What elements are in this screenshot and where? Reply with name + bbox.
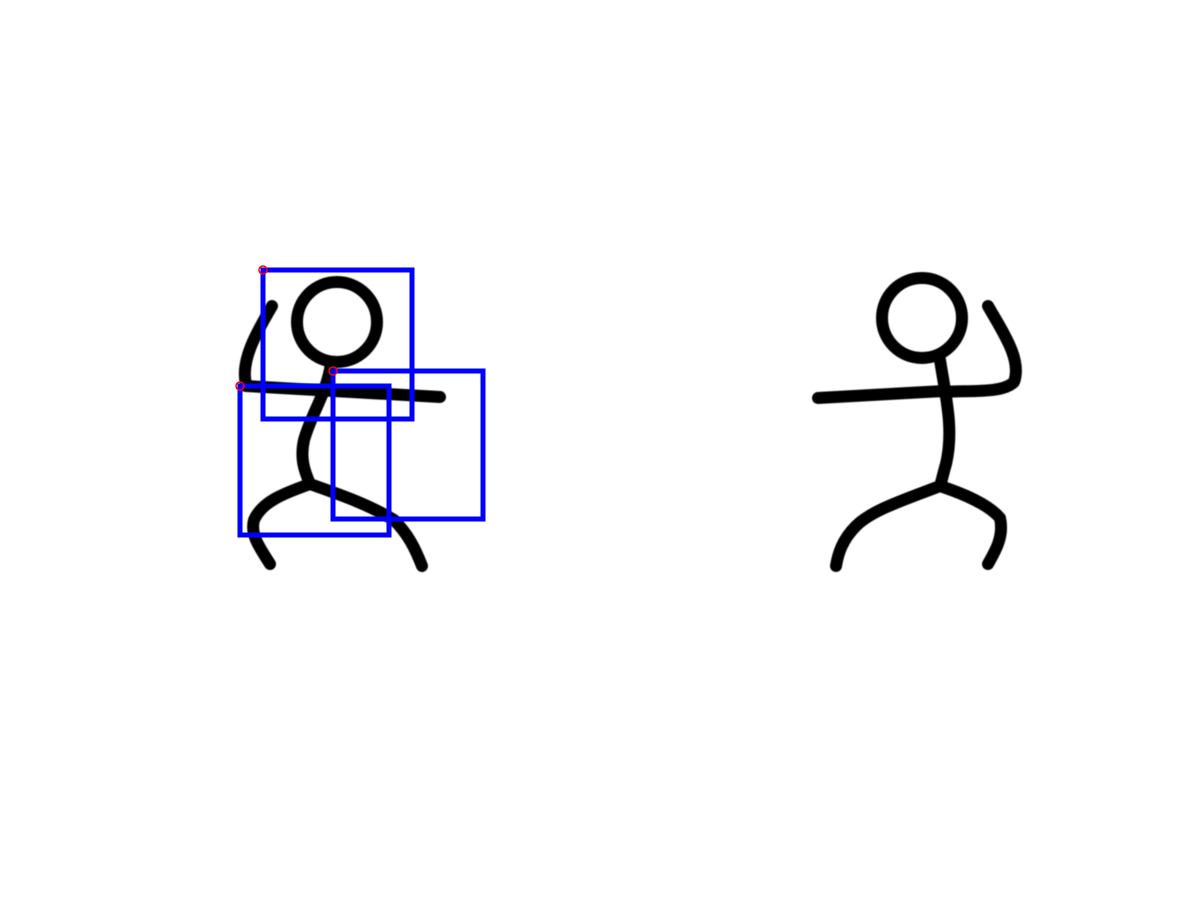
stick-figure-right (812, 272, 1022, 572)
raised-arm-right (936, 300, 1022, 398)
overlay-box-head (260, 267, 415, 422)
raised-arm-left (238, 300, 278, 390)
leg-left-a (247, 478, 316, 570)
anchor-dot (258, 265, 268, 275)
overlay-box-lower-right (330, 368, 486, 522)
anchor-dot (235, 381, 245, 391)
head-left (291, 276, 383, 368)
overlay-anchors (235, 265, 338, 391)
extended-arm-right (812, 385, 950, 404)
overlay-box-lower-left (237, 383, 392, 538)
overlay-boxes (237, 267, 486, 538)
leg-right-a (830, 480, 946, 572)
anchor-dot (328, 366, 338, 376)
head-right (876, 272, 968, 364)
leg-right-b (934, 480, 1007, 570)
